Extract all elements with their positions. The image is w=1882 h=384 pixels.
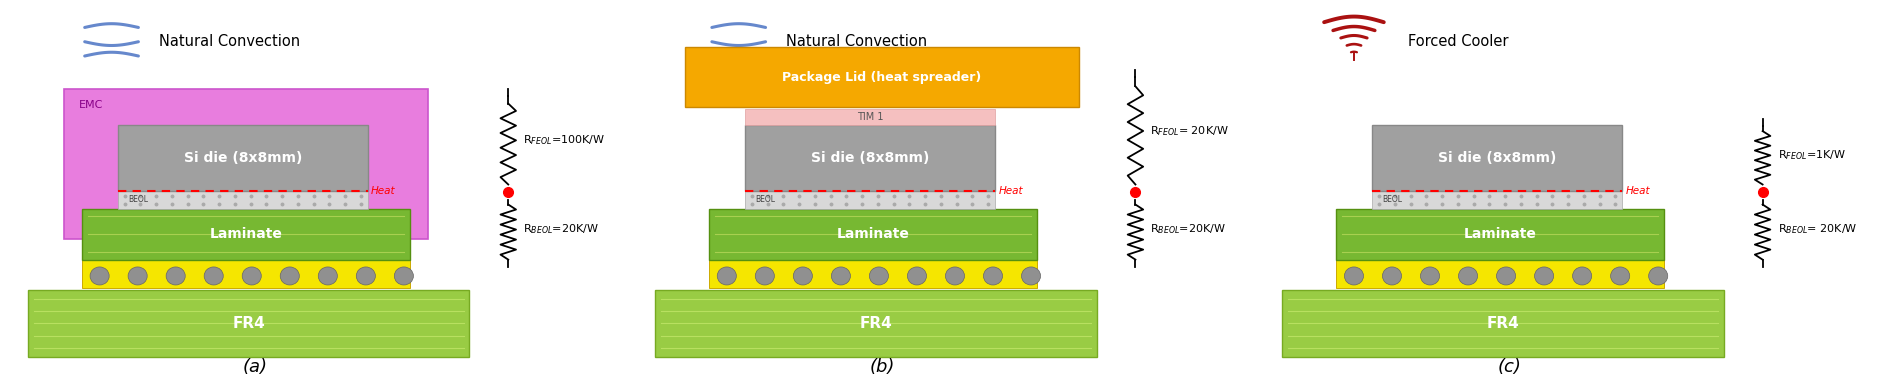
- Ellipse shape: [1459, 267, 1477, 285]
- Bar: [708, 209, 1037, 260]
- Ellipse shape: [393, 267, 414, 285]
- Ellipse shape: [945, 267, 964, 285]
- Bar: [81, 209, 410, 260]
- Ellipse shape: [982, 267, 1001, 285]
- Text: BEOL: BEOL: [1381, 195, 1402, 204]
- Text: R$_{BEOL}$=20K/W: R$_{BEOL}$=20K/W: [523, 223, 598, 237]
- Ellipse shape: [1534, 267, 1553, 285]
- Bar: [28, 290, 469, 357]
- Ellipse shape: [907, 267, 926, 285]
- Text: Package Lid (heat spreader): Package Lid (heat spreader): [781, 71, 981, 84]
- Text: Heat: Heat: [1624, 186, 1649, 196]
- Text: Heat: Heat: [371, 186, 395, 196]
- Text: EMC: EMC: [79, 100, 104, 110]
- Text: Si die (8x8mm): Si die (8x8mm): [811, 151, 928, 165]
- Ellipse shape: [1381, 267, 1400, 285]
- Text: R$_{FEOL}$= 20K/W: R$_{FEOL}$= 20K/W: [1150, 124, 1229, 138]
- Ellipse shape: [1419, 267, 1440, 285]
- Ellipse shape: [717, 267, 736, 285]
- Ellipse shape: [90, 267, 109, 285]
- Bar: [743, 191, 996, 209]
- Ellipse shape: [830, 267, 851, 285]
- Text: Natural Convection: Natural Convection: [787, 34, 928, 49]
- Text: Si die (8x8mm): Si die (8x8mm): [184, 151, 301, 165]
- Text: BEOL: BEOL: [128, 195, 149, 204]
- Ellipse shape: [1649, 267, 1667, 285]
- Text: R$_{BEOL}$= 20K/W: R$_{BEOL}$= 20K/W: [1777, 223, 1856, 237]
- Text: Si die (8x8mm): Si die (8x8mm): [1438, 151, 1556, 165]
- Text: Laminate: Laminate: [209, 227, 282, 241]
- Bar: [655, 290, 1095, 357]
- Ellipse shape: [203, 267, 224, 285]
- Text: Laminate: Laminate: [1462, 227, 1536, 241]
- Text: (a): (a): [243, 358, 267, 376]
- Text: BEOL: BEOL: [755, 195, 775, 204]
- Ellipse shape: [1496, 267, 1515, 285]
- Ellipse shape: [755, 267, 774, 285]
- Text: FR4: FR4: [858, 316, 892, 331]
- Ellipse shape: [128, 267, 147, 285]
- Ellipse shape: [280, 267, 299, 285]
- Bar: [685, 47, 1078, 108]
- Bar: [1282, 290, 1722, 357]
- Text: Forced Cooler: Forced Cooler: [1408, 34, 1507, 49]
- Ellipse shape: [869, 267, 888, 285]
- Text: Natural Convection: Natural Convection: [160, 34, 301, 49]
- Text: R$_{FEOL}$=1K/W: R$_{FEOL}$=1K/W: [1777, 149, 1844, 162]
- Text: Heat: Heat: [997, 186, 1022, 196]
- Ellipse shape: [1344, 267, 1363, 285]
- Ellipse shape: [1609, 267, 1628, 285]
- Text: TIM 1: TIM 1: [856, 112, 883, 122]
- Ellipse shape: [792, 267, 811, 285]
- Text: Laminate: Laminate: [836, 227, 909, 241]
- Bar: [1372, 125, 1622, 191]
- Bar: [64, 89, 427, 239]
- Bar: [743, 109, 996, 125]
- Ellipse shape: [356, 267, 375, 285]
- Bar: [81, 260, 410, 288]
- Bar: [743, 125, 996, 191]
- Bar: [1372, 191, 1622, 209]
- Text: R$_{BEOL}$=20K/W: R$_{BEOL}$=20K/W: [1150, 223, 1225, 237]
- Ellipse shape: [166, 267, 184, 285]
- Ellipse shape: [243, 267, 262, 285]
- Bar: [117, 125, 367, 191]
- Bar: [708, 260, 1037, 288]
- Text: R$_{FEOL}$=100K/W: R$_{FEOL}$=100K/W: [523, 134, 606, 147]
- Bar: [1336, 209, 1664, 260]
- Bar: [1336, 260, 1664, 288]
- Text: FR4: FR4: [1487, 316, 1519, 331]
- Ellipse shape: [1020, 267, 1041, 285]
- Text: (c): (c): [1496, 358, 1521, 376]
- Ellipse shape: [1571, 267, 1590, 285]
- Ellipse shape: [318, 267, 337, 285]
- Text: (b): (b): [869, 358, 894, 376]
- Text: FR4: FR4: [231, 316, 265, 331]
- Bar: [117, 191, 367, 209]
